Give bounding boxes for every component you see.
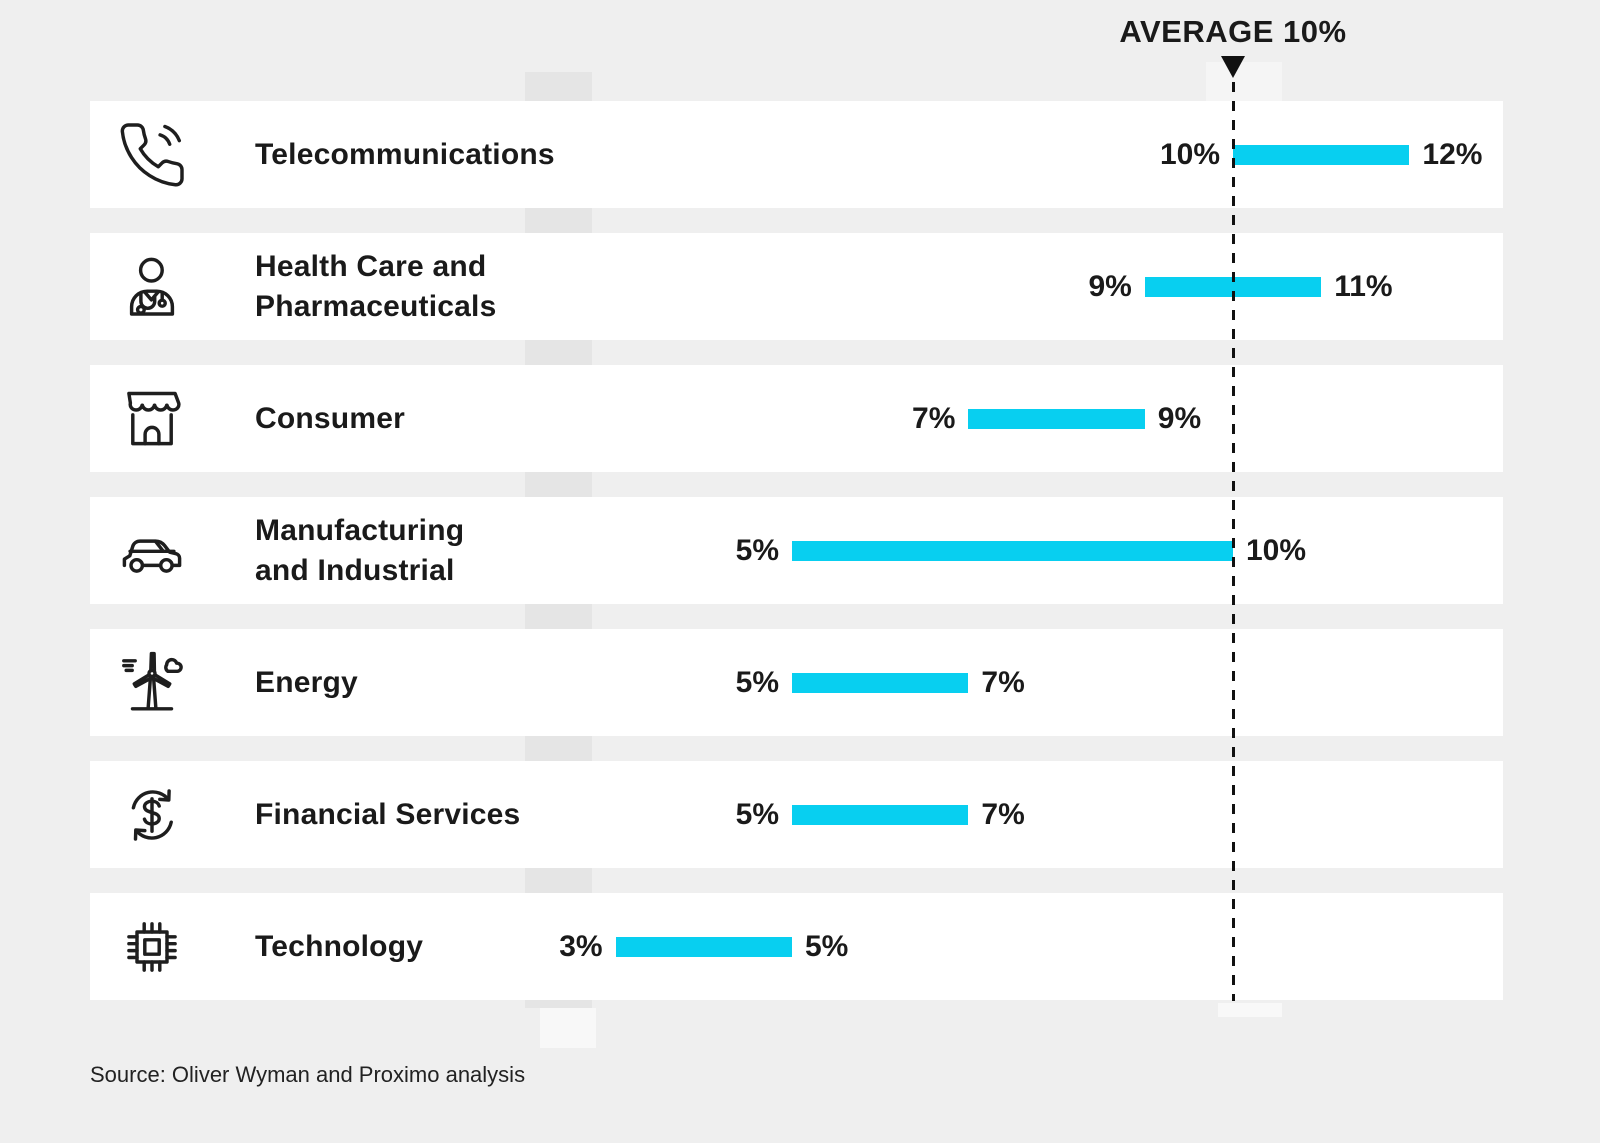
doctor-icon — [90, 251, 255, 323]
range-min-value: 7% — [912, 401, 956, 435]
range-bar — [968, 408, 1145, 429]
industry-label: Manufacturing and Industrial — [255, 513, 465, 587]
industry-label: Telecommunications — [255, 137, 555, 171]
phone-icon — [90, 119, 255, 191]
industry-row: Energy 5% 7% — [90, 629, 1503, 736]
background-patch — [540, 1008, 596, 1048]
industry-rows: Telecommunications 10% 12% Health Care a… — [90, 101, 1503, 1025]
range-bar — [615, 936, 792, 957]
average-triangle-icon — [1221, 56, 1245, 78]
range-bar — [792, 804, 969, 825]
industry-label: Energy — [255, 665, 358, 699]
industry-label: Technology — [255, 929, 424, 963]
background-patch — [1218, 1003, 1282, 1017]
storefront-icon — [90, 383, 255, 455]
range-bar-group: 10% 12% — [1160, 138, 1482, 171]
car-icon — [90, 515, 255, 587]
range-bar-group: 5% 7% — [736, 666, 1025, 699]
range-max-value: 11% — [1334, 269, 1393, 303]
range-bar — [792, 672, 969, 693]
range-bar — [792, 540, 1233, 561]
range-min-value: 5% — [735, 797, 779, 831]
average-reference-line — [1231, 82, 1235, 1001]
industry-label: Consumer — [255, 401, 405, 435]
industry-row: Manufacturing and Industrial 5% 10% — [90, 497, 1503, 604]
industry-row: Technology 3% 5% — [90, 893, 1503, 1000]
range-min-value: 5% — [735, 533, 779, 567]
currency-exchange-icon — [90, 779, 255, 851]
range-max-value: 12% — [1422, 137, 1483, 171]
industry-row: Financial Services 5% 7% — [90, 761, 1503, 868]
range-bar — [1233, 144, 1410, 165]
average-label: AVERAGE 10% — [1119, 14, 1347, 49]
range-min-value: 9% — [1088, 269, 1132, 303]
industry-row: Health Care and Pharmaceuticals 9% 11% — [90, 233, 1503, 340]
range-max-value: 9% — [1157, 401, 1202, 435]
microchip-icon — [90, 911, 255, 983]
range-max-value: 7% — [981, 797, 1025, 831]
range-bar-group: 5% 7% — [736, 798, 1025, 831]
wind-turbine-icon — [90, 647, 255, 719]
source-note: Source: Oliver Wyman and Proximo analysi… — [90, 1062, 526, 1087]
industry-row: Consumer 7% 9% — [90, 365, 1503, 472]
range-bar-group: 7% 9% — [912, 402, 1201, 435]
range-bar-group: 5% 10% — [736, 534, 1306, 567]
range-max-value: 5% — [804, 929, 849, 963]
range-min-value: 5% — [735, 665, 779, 699]
industry-label: Health Care and Pharmaceuticals — [255, 249, 497, 323]
range-max-value: 10% — [1246, 533, 1307, 567]
range-min-value: 10% — [1159, 137, 1220, 171]
industry-label: Financial Services — [255, 797, 521, 831]
range-min-value: 3% — [559, 929, 603, 963]
industry-row: Telecommunications 10% 12% — [90, 101, 1503, 208]
range-bar-group: 3% 5% — [559, 930, 848, 963]
range-max-value: 7% — [981, 665, 1025, 699]
